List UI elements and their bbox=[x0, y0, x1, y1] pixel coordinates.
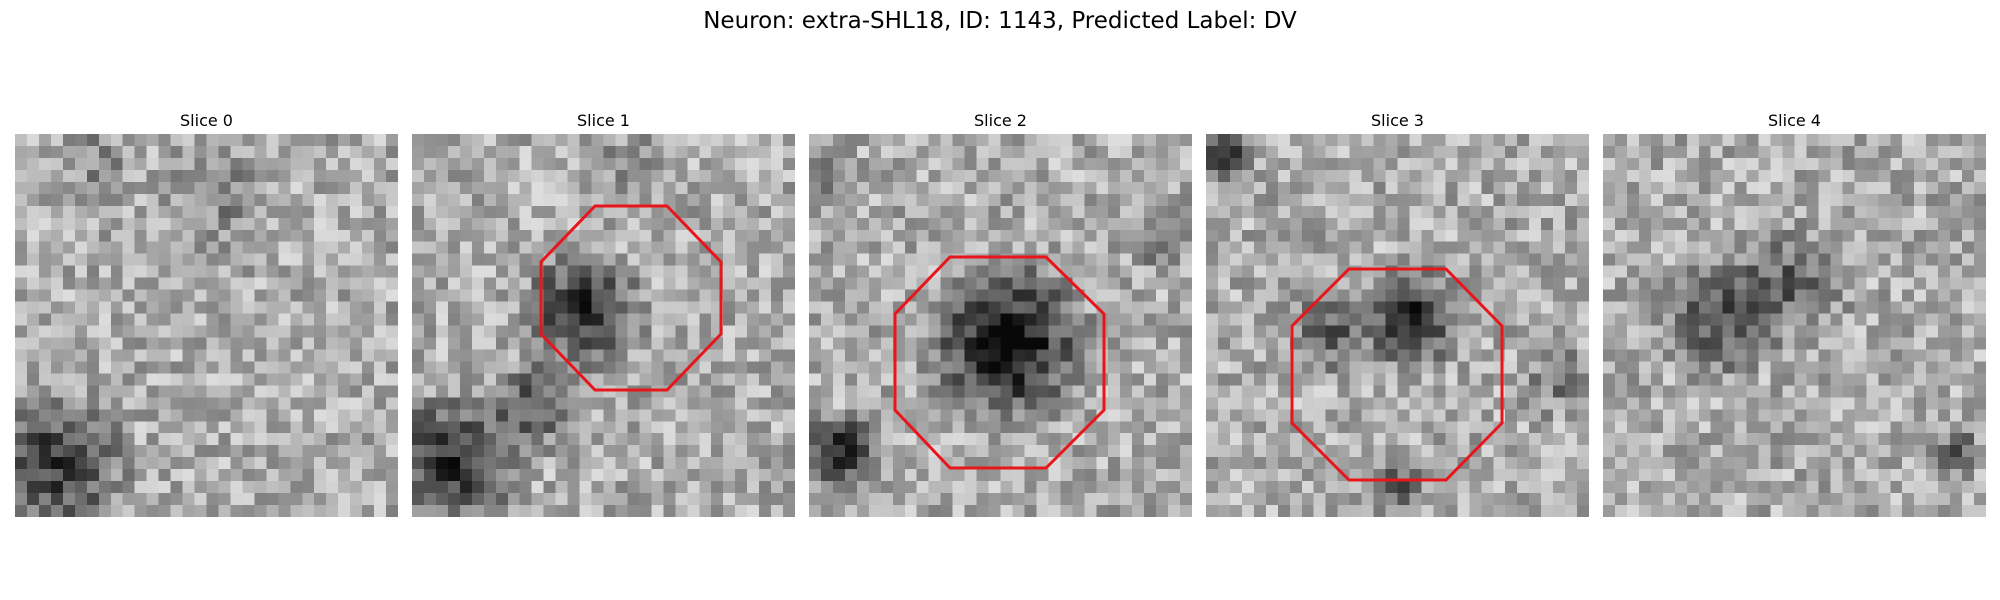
roi-octagon bbox=[539, 204, 723, 392]
roi-overlay bbox=[1290, 267, 1504, 482]
slice-title: Slice 0 bbox=[180, 111, 233, 130]
slice-panel-2: Slice 2 bbox=[809, 108, 1192, 517]
grayscale-slice-image bbox=[1206, 134, 1589, 517]
roi-octagon bbox=[893, 255, 1106, 470]
slice-image bbox=[1603, 134, 1986, 517]
slice-title: Slice 4 bbox=[1768, 111, 1821, 130]
grayscale-slice-image bbox=[1603, 134, 1986, 517]
slice-panel-0: Slice 0 bbox=[15, 108, 398, 517]
slice-title: Slice 2 bbox=[974, 111, 1027, 130]
slice-title: Slice 3 bbox=[1371, 111, 1424, 130]
figure-title: Neuron: extra-SHL18, ID: 1143, Predicted… bbox=[703, 8, 1297, 34]
slice-panel-3: Slice 3 bbox=[1206, 108, 1589, 517]
roi-octagon bbox=[1290, 267, 1504, 482]
slice-image bbox=[1206, 134, 1589, 517]
slice-title: Slice 1 bbox=[577, 111, 630, 130]
slice-panel-4: Slice 4 bbox=[1603, 108, 1986, 517]
slice-image bbox=[809, 134, 1192, 517]
grayscale-slice-image bbox=[412, 134, 795, 517]
slice-panel-1: Slice 1 bbox=[412, 108, 795, 517]
slice-image bbox=[15, 134, 398, 517]
grayscale-slice-image bbox=[809, 134, 1192, 517]
roi-overlay bbox=[893, 255, 1106, 470]
grayscale-slice-image bbox=[15, 134, 398, 517]
roi-overlay bbox=[539, 204, 723, 392]
slice-image bbox=[412, 134, 795, 517]
